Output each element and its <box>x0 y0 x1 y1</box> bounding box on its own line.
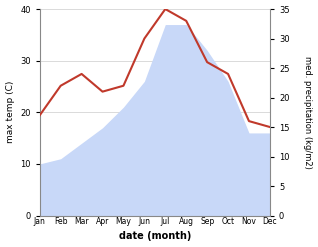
X-axis label: date (month): date (month) <box>119 231 191 242</box>
Y-axis label: med. precipitation (kg/m2): med. precipitation (kg/m2) <box>303 56 313 169</box>
Y-axis label: max temp (C): max temp (C) <box>5 81 15 144</box>
